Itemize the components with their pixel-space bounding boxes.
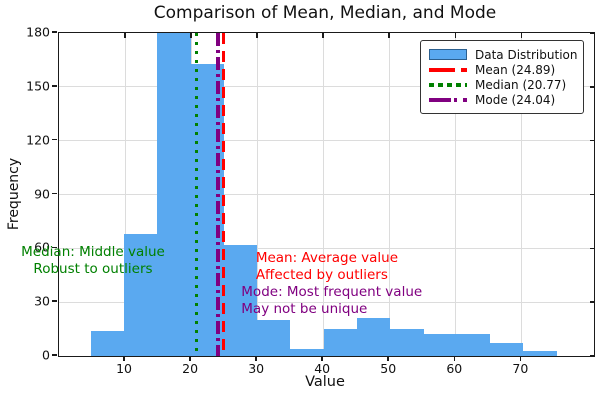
legend-swatch-data-distribution bbox=[429, 49, 467, 60]
y-tick-right bbox=[589, 139, 594, 142]
y-tick-right bbox=[589, 86, 594, 88]
x-tick-label: 40 bbox=[314, 361, 331, 376]
x-tick-top bbox=[256, 33, 258, 38]
median-note: Median: Middle value Robust to outliers bbox=[21, 244, 165, 278]
legend-item-mean: Mean (24.89) bbox=[429, 62, 575, 77]
y-tick-right bbox=[589, 193, 594, 196]
legend-label: Mode (24.04) bbox=[475, 92, 556, 107]
legend-swatch-mode-line bbox=[429, 97, 467, 102]
y-tick-right bbox=[589, 301, 594, 303]
x-tick-bottom bbox=[387, 356, 389, 361]
x-tick-bottom bbox=[255, 356, 257, 361]
annotation-line: Mean: Average value bbox=[255, 250, 399, 267]
y-gridline bbox=[59, 194, 594, 195]
mean-note: Mean: Average value Affected by outliers bbox=[256, 250, 398, 284]
y-tick-left bbox=[52, 354, 57, 356]
histogram-bar bbox=[523, 350, 557, 356]
chart-title: Comparison of Mean, Median, and Mode bbox=[153, 3, 497, 23]
histogram-bar bbox=[157, 33, 191, 356]
x-tick-top bbox=[454, 33, 457, 38]
x-tick-bottom bbox=[453, 356, 456, 361]
x-tick-label: 50 bbox=[380, 361, 397, 376]
x-axis-label: Value bbox=[305, 374, 345, 390]
y-tick-label: 180 bbox=[26, 24, 50, 40]
y-tick-left bbox=[52, 246, 57, 249]
histogram-bar bbox=[123, 233, 158, 356]
legend-label: Data Distribution bbox=[475, 47, 578, 62]
x-tick-top bbox=[520, 33, 523, 38]
y-tick-right bbox=[589, 355, 594, 357]
histogram-bar bbox=[257, 320, 291, 356]
y-tick-label: 150 bbox=[26, 78, 50, 94]
annotation-line: Median: Middle value bbox=[21, 243, 165, 260]
histogram-bar bbox=[490, 343, 524, 356]
legend-label: Mean (24.89) bbox=[475, 62, 556, 77]
y-gridline bbox=[59, 247, 594, 249]
x-tick-top bbox=[322, 33, 324, 38]
y-tick-right bbox=[589, 32, 594, 34]
y-tick-left bbox=[52, 31, 57, 33]
x-tick-top bbox=[388, 33, 390, 38]
annotation-line: Robust to outliers bbox=[33, 260, 153, 277]
median-line bbox=[194, 33, 198, 356]
annotation-line: Mode: Most frequent value bbox=[241, 284, 423, 301]
histogram-bar bbox=[423, 334, 457, 356]
annotation-line: Affected by outliers bbox=[255, 267, 388, 284]
y-tick-label: 60 bbox=[34, 239, 50, 255]
histogram-bar bbox=[390, 329, 424, 356]
y-gridline bbox=[59, 301, 594, 303]
x-tick-label: 60 bbox=[446, 361, 463, 376]
x-tick-label: 10 bbox=[116, 361, 132, 376]
legend-label: Median (20.77) bbox=[475, 77, 567, 92]
y-tick-left bbox=[52, 192, 57, 195]
mode-note: Mode: Most frequent value May not be uniq… bbox=[241, 284, 422, 318]
y-tick-left bbox=[52, 138, 57, 141]
x-tick-label: 70 bbox=[512, 361, 529, 376]
legend-item-median: Median (20.77) bbox=[429, 77, 575, 92]
y-gridline bbox=[59, 140, 594, 142]
histogram-bar bbox=[323, 329, 357, 356]
y-tick-label: 0 bbox=[42, 347, 50, 363]
histogram-bar bbox=[357, 318, 391, 356]
y-tick-left bbox=[52, 85, 57, 87]
y-tick-label: 120 bbox=[26, 132, 50, 148]
legend-swatch-mean-line bbox=[429, 67, 467, 72]
x-tick-top bbox=[190, 33, 192, 38]
histogram-bar bbox=[456, 334, 491, 356]
y-gridline bbox=[59, 86, 594, 88]
y-tick-label: 30 bbox=[34, 293, 50, 309]
x-tick-bottom bbox=[123, 356, 125, 361]
x-tick-bottom bbox=[321, 356, 323, 361]
y-tick-left bbox=[52, 300, 57, 302]
y-tick-right bbox=[589, 247, 594, 250]
histogram-bar bbox=[290, 348, 324, 356]
mean-line bbox=[221, 33, 225, 356]
legend-item-data-distribution: Data Distribution bbox=[429, 47, 578, 62]
x-tick-bottom bbox=[519, 356, 522, 361]
x-tick-top bbox=[124, 33, 126, 38]
mode-line bbox=[215, 33, 220, 356]
histogram-bar bbox=[90, 330, 124, 356]
x-tick-label: 20 bbox=[182, 361, 199, 376]
legend-swatch-median-line bbox=[429, 82, 467, 87]
x-tick-bottom bbox=[189, 356, 191, 361]
histogram-bar bbox=[223, 244, 258, 356]
y-tick-label: 90 bbox=[34, 186, 50, 201]
x-tick-label: 30 bbox=[248, 361, 265, 376]
annotation-line: May not be unique bbox=[241, 301, 368, 318]
legend: Data Distribution Mean (24.89) Median (2… bbox=[420, 40, 584, 114]
legend-item-mode: Mode (24.04) bbox=[429, 92, 575, 107]
